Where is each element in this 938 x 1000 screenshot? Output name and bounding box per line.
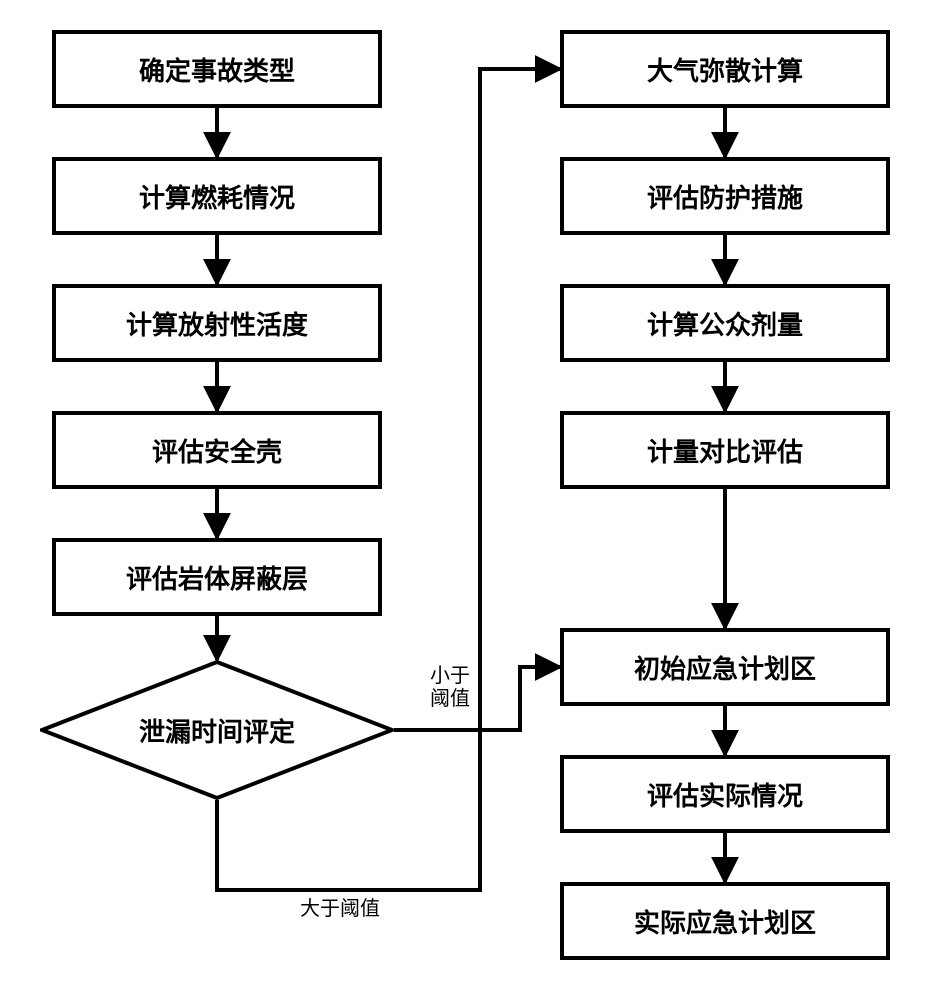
node-L1: 确定事故类型 [52,30,382,108]
edges-layer [0,0,938,1000]
node-L5: 评估岩体屏蔽层 [52,538,382,616]
edge-label: 大于阈值 [300,898,380,921]
node-R3: 计算公众剂量 [560,284,890,362]
node-L2: 计算燃耗情况 [52,157,382,235]
node-label: 泄漏时间评定 [40,660,394,800]
node-D1: 泄漏时间评定 [40,660,394,800]
node-R1: 大气弥散计算 [560,30,890,108]
edge-label: 小于阈值 [430,665,470,711]
node-R4: 计量对比评估 [560,411,890,489]
flowchart-canvas: 确定事故类型计算燃耗情况计算放射性活度评估安全壳评估岩体屏蔽层泄漏时间评定 大气弥… [0,0,938,1000]
node-R6: 评估实际情况 [560,755,890,833]
node-L3: 计算放射性活度 [52,284,382,362]
node-R2: 评估防护措施 [560,157,890,235]
node-R5: 初始应急计划区 [560,628,890,706]
node-L4: 评估安全壳 [52,411,382,489]
edge [394,667,560,730]
node-R7: 实际应急计划区 [560,882,890,960]
